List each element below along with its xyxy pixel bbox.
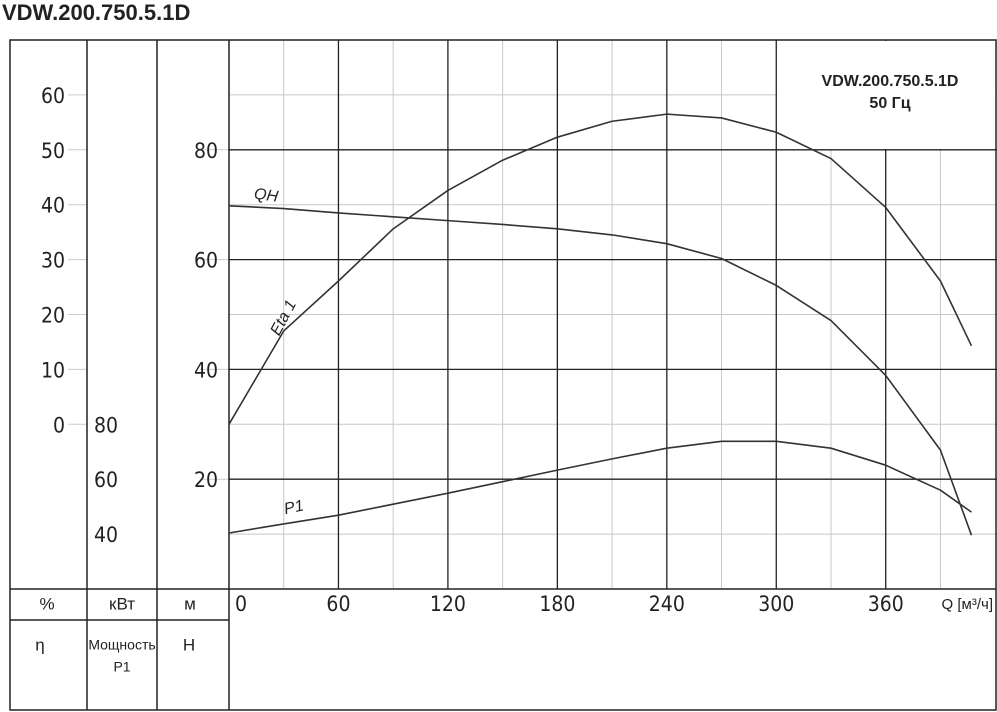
y2-label: η xyxy=(35,635,44,654)
y-tick-label: 40 xyxy=(194,358,218,382)
y3-label: P1 xyxy=(113,659,130,675)
y2-unit: % xyxy=(39,594,54,613)
curve xyxy=(228,440,972,534)
x-tick-label: 240 xyxy=(649,592,685,616)
chart-title: VDW.200.750.5.1D xyxy=(2,0,190,25)
frame xyxy=(9,39,997,711)
curve xyxy=(228,204,973,536)
y3-tick-label: 80 xyxy=(94,413,118,437)
x-tick-label: 0 xyxy=(235,592,247,616)
y-unit: м xyxy=(184,594,196,613)
y3-tick-label: 40 xyxy=(94,523,118,547)
y2-tick-label: 40 xyxy=(41,194,65,218)
label-backdrop xyxy=(777,41,996,149)
x-tick-label: 120 xyxy=(430,592,466,616)
y2-tick-label: 30 xyxy=(41,249,65,273)
y2-tick-label: 50 xyxy=(41,139,65,163)
x-tick-label: 360 xyxy=(868,592,904,616)
x-tick-label: 180 xyxy=(539,592,575,616)
model-label: VDW.200.750.5.1D xyxy=(822,73,959,90)
y-tick-label: 60 xyxy=(194,249,218,273)
curve-label: Eta 1 xyxy=(267,297,300,338)
x-tick-label: 300 xyxy=(758,592,794,616)
curve xyxy=(228,113,973,425)
y-tick-label: 80 xyxy=(194,139,218,163)
y-tick-label: 20 xyxy=(194,468,218,492)
y2-tick-label: 0 xyxy=(53,413,65,437)
y2-tick-label: 20 xyxy=(41,304,65,328)
y2-tick-label: 10 xyxy=(41,358,65,382)
y3-label: Мощность xyxy=(88,637,155,653)
y3-tick-label: 60 xyxy=(94,468,118,492)
y2-tick-label: 60 xyxy=(41,84,65,108)
x-tick-label: 60 xyxy=(326,592,350,616)
frequency-label: 50 Гц xyxy=(869,95,910,112)
x-label: Q [м³/ч] xyxy=(942,596,993,613)
curve-label: QH xyxy=(253,186,280,206)
y-label: H xyxy=(183,635,195,654)
y3-unit: кВт xyxy=(109,594,135,613)
curve-label: P1 xyxy=(283,497,306,518)
